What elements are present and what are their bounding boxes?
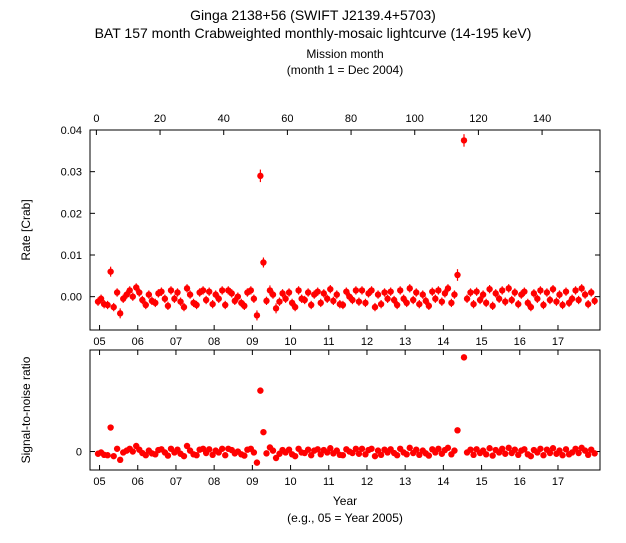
year-tick-label-p2: 15: [475, 476, 487, 488]
year-tick-label-p1: 09: [246, 336, 258, 348]
p1-ytick: 0.04: [61, 125, 82, 137]
year-tick-label-p1: 16: [514, 336, 526, 348]
title-line1: Ginga 2138+56 (SWIFT J2139.4+5703): [190, 7, 436, 23]
x-label: Year: [333, 494, 357, 508]
panel2-data: [95, 354, 598, 466]
lightcurve-chart: Ginga 2138+56 (SWIFT J2139.4+5703) BAT 15…: [0, 0, 626, 543]
year-tick-label-p1: 15: [475, 336, 487, 348]
p2-ylabel: Signal-to-noise ratio: [19, 356, 33, 463]
panel1-data: [95, 134, 598, 320]
year-tick-label-p1: 08: [208, 336, 220, 348]
year-tick-label-p2: 07: [170, 476, 182, 488]
year-tick-label-p1: 12: [361, 336, 373, 348]
month-tick-label: 120: [469, 113, 487, 125]
p1-ytick: 0.01: [61, 250, 82, 262]
year-tick-label-p2: 05: [93, 476, 105, 488]
year-tick-label-p2: 14: [437, 476, 449, 488]
p1-ytick: 0.03: [61, 167, 82, 179]
top-axis-label2: (month 1 = Dec 2004): [287, 63, 403, 77]
title-line2: BAT 157 month Crabweighted monthly-mosai…: [95, 25, 532, 41]
month-tick-label: 20: [154, 113, 166, 125]
year-tick-label-p2: 17: [552, 476, 564, 488]
year-tick-label-p1: 11: [323, 336, 334, 348]
x-note: (e.g., 05 = Year 2005): [287, 511, 403, 525]
year-tick-label-p2: 06: [132, 476, 144, 488]
p1-ytick: 0.00: [61, 292, 82, 304]
month-tick-label: 140: [533, 113, 551, 125]
p1-ytick: 0.02: [61, 208, 82, 220]
year-tick-label-p1: 07: [170, 336, 182, 348]
year-tick-label-p2: 10: [284, 476, 296, 488]
year-tick-label-p1: 13: [399, 336, 411, 348]
top-axis-label1: Mission month: [306, 47, 383, 61]
year-tick-label-p1: 14: [437, 336, 449, 348]
year-tick-label-p1: 06: [132, 336, 144, 348]
month-tick-label: 80: [345, 113, 357, 125]
year-tick-label-p2: 16: [514, 476, 526, 488]
month-tick-label: 0: [93, 113, 99, 125]
p2-ytick: 0: [76, 447, 82, 459]
year-tick-label-p2: 13: [399, 476, 411, 488]
year-tick-label-p1: 05: [93, 336, 105, 348]
year-tick-label-p2: 12: [361, 476, 373, 488]
month-tick-label: 60: [281, 113, 293, 125]
year-tick-label-p2: 09: [246, 476, 258, 488]
year-tick-label-p1: 10: [284, 336, 296, 348]
year-tick-label-p2: 11: [323, 476, 334, 488]
year-tick-label-p1: 17: [552, 336, 564, 348]
month-tick-label: 100: [406, 113, 424, 125]
year-tick-label-p2: 08: [208, 476, 220, 488]
month-tick-label: 40: [218, 113, 230, 125]
p1-ylabel: Rate [Crab]: [19, 199, 33, 260]
